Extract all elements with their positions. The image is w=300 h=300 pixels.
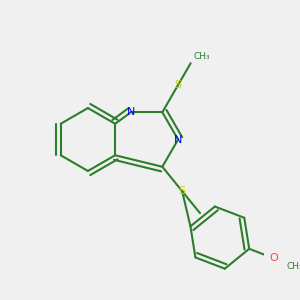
Text: N: N xyxy=(127,107,135,117)
Text: CH₃: CH₃ xyxy=(193,52,210,61)
Text: O: O xyxy=(270,254,279,263)
Text: S: S xyxy=(178,186,186,196)
Text: S: S xyxy=(175,80,182,90)
Text: N: N xyxy=(174,134,182,145)
Text: CH₃: CH₃ xyxy=(286,262,300,271)
